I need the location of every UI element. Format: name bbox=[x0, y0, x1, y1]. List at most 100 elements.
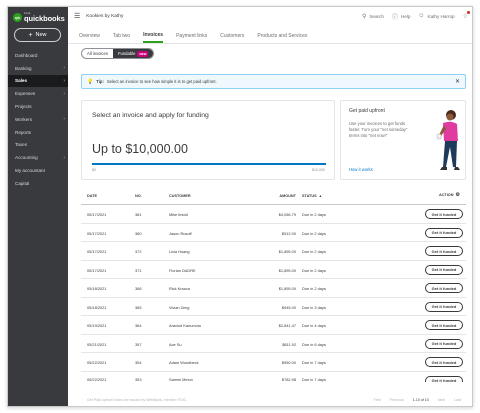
cell-customer: Mike Ilnicki bbox=[169, 212, 189, 217]
table-row[interactable]: 05/19/2021 364 Aravind Kanumuru $2,841.47 Du… bbox=[81, 316, 466, 335]
tip-prefix: Tip: bbox=[96, 79, 104, 84]
cell-date: 05/22/2021 bbox=[87, 360, 107, 365]
tab-overview[interactable]: Overview bbox=[79, 33, 100, 39]
sidebar-item-expenses[interactable]: Expenses › bbox=[8, 87, 68, 100]
sidebar-item-projects[interactable]: Projects bbox=[8, 100, 68, 113]
sidebar-item-capital[interactable]: Capital bbox=[8, 177, 68, 190]
gear-icon[interactable]: ⚙ bbox=[455, 192, 460, 198]
last-page-link[interactable]: Last bbox=[454, 398, 461, 402]
cell-status: Due in 2 days bbox=[302, 212, 326, 217]
hamburger-menu-icon[interactable]: ☰ bbox=[74, 13, 81, 20]
table-row[interactable]: 05/17/2021 371 Florian DADRE $1,895.00 Due i… bbox=[81, 261, 466, 279]
col-customer[interactable]: CUSTOMER bbox=[169, 194, 191, 198]
get-it-funded-button[interactable]: Get it funded bbox=[425, 209, 463, 219]
sidebar-item-label: Sales bbox=[15, 78, 28, 84]
fundable-option[interactable]: Fundable NEW bbox=[112, 49, 154, 58]
sidebar-item-reports[interactable]: Reports bbox=[8, 126, 68, 139]
table-row[interactable]: 05/18/2021 365 Vivian Zeng $945.00 Due in 3 … bbox=[81, 298, 466, 316]
user-menu[interactable]: ☺ Kathy Harrop bbox=[418, 13, 454, 19]
sidebar-item-sales[interactable]: Sales › bbox=[8, 74, 68, 88]
cell-status: Due in 4 days bbox=[302, 323, 326, 328]
get-it-funded-button[interactable]: Get it funded bbox=[425, 338, 463, 349]
cell-date: 05/18/2021 bbox=[87, 304, 107, 310]
new-button[interactable]: + New bbox=[14, 28, 61, 42]
invoice-table: DATE NO. CUSTOMER AMOUNT STATUS ▲ ACTION ⚙… bbox=[81, 187, 466, 382]
tip-banner: 💡 Tip: Select an invoice to see how simp… bbox=[81, 74, 466, 89]
notifications-bell-icon[interactable]: ♢ bbox=[463, 10, 470, 20]
funding-min-label: $0 bbox=[92, 168, 96, 172]
col-amount[interactable]: AMOUNT bbox=[279, 194, 296, 198]
chevron-right-icon: › bbox=[63, 77, 65, 84]
next-page-link[interactable]: Next bbox=[437, 398, 446, 402]
sidebar-item-label: Projects bbox=[15, 104, 32, 110]
sidebar-item-label: Taxes bbox=[15, 142, 27, 148]
col-date[interactable]: DATE bbox=[87, 194, 98, 198]
cell-date: 05/17/2021 bbox=[87, 267, 107, 273]
sidebar-item-banking[interactable]: Banking › bbox=[8, 62, 68, 75]
user-icon: ☺ bbox=[418, 13, 425, 19]
cell-date: 05/19/2021 bbox=[87, 323, 107, 328]
tab-payment-links[interactable]: Payment links bbox=[176, 33, 208, 39]
chevron-right-icon: › bbox=[63, 65, 65, 72]
sidebar-item-label: Reports bbox=[15, 129, 32, 135]
funding-card: Select an invoice and apply for funding … bbox=[81, 100, 335, 180]
chevron-right-icon: › bbox=[63, 90, 65, 97]
cell-customer: Florian DADRE bbox=[169, 267, 196, 273]
cell-status: Due in 7 days bbox=[302, 360, 326, 365]
top-header: ☰ Kookies by Kathy ⚲ Search ⓘ Help ☺ Kat… bbox=[68, 7, 472, 25]
get-it-funded-button[interactable]: Get it funded bbox=[425, 246, 463, 256]
brand-logo[interactable]: qb intuit quickbooks bbox=[13, 12, 65, 23]
cell-amount: $1,895.00 bbox=[278, 286, 296, 291]
tab-tab-two[interactable]: Tab two bbox=[112, 33, 131, 39]
sidebar-item-taxes[interactable]: Taxes bbox=[8, 139, 68, 152]
table-row[interactable]: 05/17/2021 381 Mike Ilnicki $4,056.79 Due in… bbox=[81, 205, 466, 224]
get-it-funded-button[interactable]: Get it funded bbox=[425, 264, 463, 275]
get-it-funded-button[interactable]: Get it funded bbox=[425, 375, 463, 382]
search-button[interactable]: ⚲ Search bbox=[362, 13, 384, 20]
cell-customer: Vivian Zeng bbox=[169, 304, 190, 310]
table-footer: Get Paid upfront loans are issued by Web… bbox=[81, 396, 466, 406]
get-paid-title: Get paid upfront bbox=[349, 108, 385, 114]
sidebar-item-my-accountant[interactable]: My accountant bbox=[8, 164, 68, 177]
cell-date: 05/21/2021 bbox=[87, 341, 107, 347]
help-button[interactable]: ⓘ Help bbox=[392, 12, 410, 21]
close-icon[interactable]: ✕ bbox=[454, 79, 460, 85]
get-it-funded-button[interactable]: Get it funded bbox=[425, 283, 463, 293]
tab-invoices[interactable]: Invoices bbox=[143, 29, 164, 43]
sidebar-item-accounting[interactable]: Accounting › bbox=[8, 151, 68, 164]
all-invoices-option[interactable]: All invoices bbox=[82, 49, 113, 58]
get-it-funded-button[interactable]: Get it funded bbox=[425, 357, 463, 367]
col-no[interactable]: NO. bbox=[135, 194, 142, 198]
cell-amount: $2,841.47 bbox=[278, 323, 296, 328]
table-row[interactable]: 05/22/2021 353 Sammi Melon $782.98 Due in 7 … bbox=[81, 372, 466, 382]
cell-amount: $811.92 bbox=[282, 341, 296, 347]
cell-no: 354 bbox=[135, 360, 142, 365]
get-it-funded-button[interactable]: Get it funded bbox=[425, 227, 463, 238]
first-page-link[interactable]: First bbox=[373, 398, 381, 402]
tab-customers[interactable]: Customers bbox=[220, 33, 245, 39]
table-row[interactable]: 05/17/2021 372 Livia Huang $1,895.00 Due in … bbox=[81, 242, 466, 261]
table-row[interactable]: 05/18/2021 368 Rick Krazca $1,895.00 Due in … bbox=[81, 279, 466, 298]
scroll-fade bbox=[68, 388, 472, 398]
funding-amount: Up to $10,000.00 bbox=[92, 142, 188, 156]
col-status[interactable]: STATUS ▲ bbox=[302, 194, 322, 198]
table-row[interactable]: 05/21/2021 357 Ace Su $811.92 Due in 6 days G… bbox=[81, 335, 466, 353]
woman-illustration bbox=[436, 110, 460, 170]
table-row[interactable]: 05/22/2021 354 Adam Woodbeck $950.00 Due in … bbox=[81, 353, 466, 372]
funding-title: Select an invoice and apply for funding bbox=[92, 112, 209, 119]
sidebar-item-dashboard[interactable]: Dashboard bbox=[8, 49, 68, 62]
get-paid-card: Get paid upfront Use your invoices to ge… bbox=[340, 100, 466, 180]
sidebar-item-workers[interactable]: Workers › bbox=[8, 113, 68, 126]
help-icon: ⓘ bbox=[391, 14, 398, 21]
cell-customer: Adam Woodbeck bbox=[169, 360, 199, 365]
how-it-works-link[interactable]: How it works bbox=[349, 167, 373, 172]
brand-name: quickbooks bbox=[24, 14, 65, 23]
get-it-funded-button[interactable]: Get it funded bbox=[425, 320, 463, 330]
col-status-label: STATUS bbox=[302, 194, 317, 198]
sidebar-item-label: My accountant bbox=[15, 168, 45, 174]
get-it-funded-button[interactable]: Get it funded bbox=[425, 301, 463, 312]
table-row[interactable]: 05/17/2021 380 Jason Rusoff $912.00 Due in 2… bbox=[81, 224, 466, 242]
tab-products-and-services[interactable]: Products and Services bbox=[257, 33, 308, 39]
sidebar-item-label: Dashboard bbox=[15, 52, 38, 58]
previous-page-link[interactable]: Previous bbox=[389, 398, 404, 402]
